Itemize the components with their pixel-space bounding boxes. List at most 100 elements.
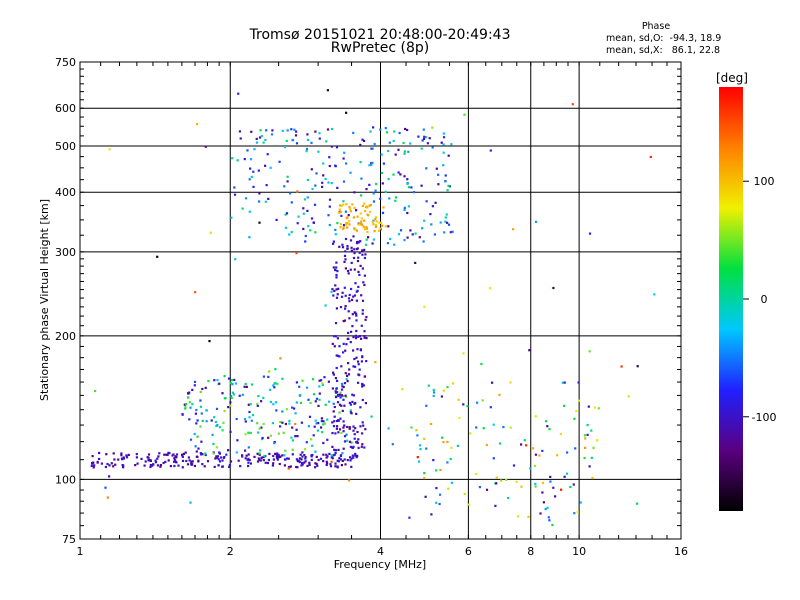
data-point [332, 454, 335, 457]
data-point [356, 430, 359, 434]
data-point [332, 410, 335, 413]
data-point [411, 233, 414, 236]
data-point [314, 419, 317, 422]
data-point [287, 457, 290, 460]
data-point [175, 456, 178, 459]
data-point [491, 381, 494, 384]
data-point [361, 223, 364, 226]
data-point [534, 453, 537, 456]
data-point [96, 461, 99, 464]
data-point [346, 247, 349, 250]
data-point [262, 375, 265, 378]
data-point [354, 427, 357, 430]
data-point [366, 230, 369, 234]
data-point [340, 388, 344, 391]
data-point [232, 393, 236, 396]
data-point [355, 299, 358, 302]
data-point [248, 410, 251, 414]
data-point [346, 380, 349, 383]
data-point [122, 456, 125, 459]
data-point [363, 228, 367, 231]
data-point [331, 288, 334, 291]
data-point [324, 304, 327, 307]
data-point [328, 223, 331, 227]
data-point [104, 465, 107, 469]
data-point [563, 381, 566, 384]
data-point [262, 456, 265, 459]
data-point [327, 181, 330, 184]
data-point [349, 208, 352, 211]
data-point [351, 446, 354, 449]
data-point [352, 295, 355, 298]
data-point [440, 395, 443, 398]
data-point [188, 459, 191, 462]
data-point [263, 454, 266, 457]
data-point [357, 256, 360, 259]
data-point [319, 457, 323, 460]
data-point [257, 431, 260, 434]
data-point [303, 461, 306, 464]
data-point [349, 409, 352, 412]
data-point [336, 425, 339, 428]
data-point [147, 456, 150, 459]
data-point [290, 201, 293, 204]
data-point [312, 221, 315, 224]
data-point [463, 113, 466, 116]
data-point [380, 224, 383, 227]
data-point [357, 223, 360, 226]
data-point [291, 406, 294, 409]
data-point [423, 437, 426, 440]
data-point [368, 164, 371, 167]
data-point [348, 300, 351, 303]
data-point [346, 245, 349, 248]
data-point [588, 465, 591, 468]
data-point [365, 315, 368, 319]
data-point [299, 453, 302, 456]
data-point [328, 164, 331, 168]
data-point [184, 407, 187, 410]
data-point [205, 420, 208, 423]
data-point [360, 360, 363, 363]
data-point [534, 415, 537, 418]
data-point [298, 461, 301, 464]
data-point [334, 233, 337, 236]
data-point [274, 401, 277, 404]
data-point [320, 379, 323, 382]
data-point [311, 453, 314, 457]
x-tick-label: 16 [674, 545, 688, 558]
data-point [561, 381, 564, 384]
data-point [339, 306, 343, 309]
data-point [345, 111, 348, 114]
axis-ticks: 1 2 4 6 8 10 16 75 100 200 300 400 500 600 750 [55, 56, 688, 558]
data-point [173, 460, 176, 463]
data-point [227, 449, 230, 452]
data-point [345, 433, 348, 436]
data-point [187, 456, 190, 459]
data-point [291, 138, 295, 142]
data-point [182, 452, 186, 455]
data-point [442, 143, 445, 146]
data-point [423, 305, 426, 308]
data-point [335, 366, 338, 370]
data-point [235, 451, 238, 454]
data-point [336, 270, 339, 273]
data-point [412, 191, 416, 194]
data-point [286, 457, 289, 460]
data-point [275, 218, 278, 221]
data-point [201, 387, 204, 391]
data-point [196, 419, 199, 422]
data-point [167, 459, 170, 462]
data-point [421, 139, 424, 142]
data-point [488, 287, 492, 290]
data-point [258, 192, 261, 195]
data-point [322, 460, 325, 463]
data-point [327, 380, 330, 383]
data-point [265, 129, 268, 132]
data-point [213, 416, 216, 419]
data-point [449, 231, 452, 234]
data-point [403, 152, 406, 155]
data-point [277, 453, 280, 456]
data-point [287, 466, 291, 469]
data-point [276, 452, 279, 455]
data-point [371, 161, 374, 164]
